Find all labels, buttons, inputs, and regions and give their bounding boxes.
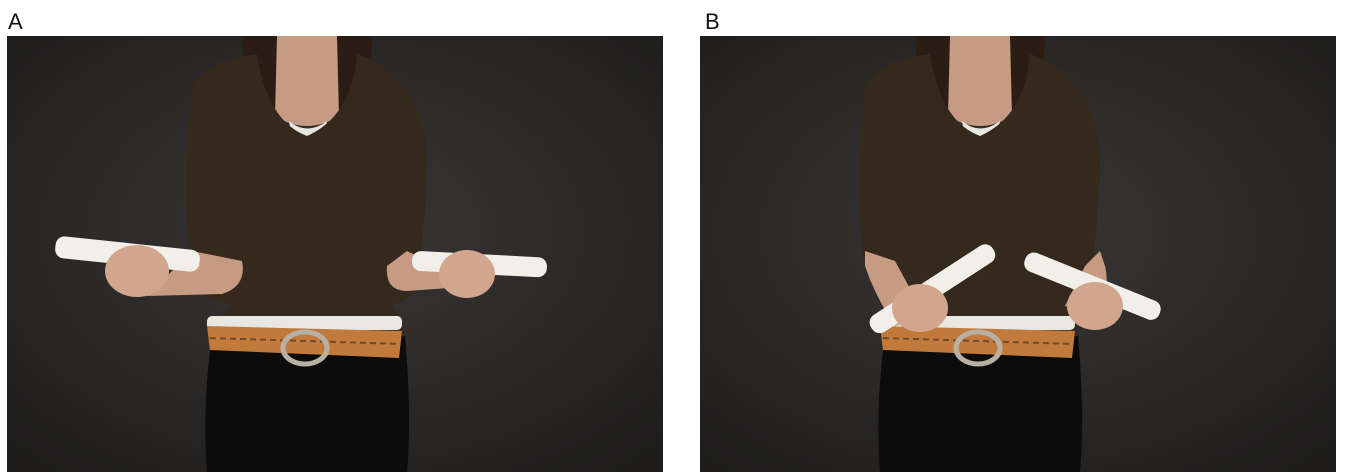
- figure: A B: [0, 0, 1349, 472]
- photos: [0, 0, 1349, 472]
- photo-b: [680, 36, 1336, 472]
- photo-a: [7, 36, 663, 472]
